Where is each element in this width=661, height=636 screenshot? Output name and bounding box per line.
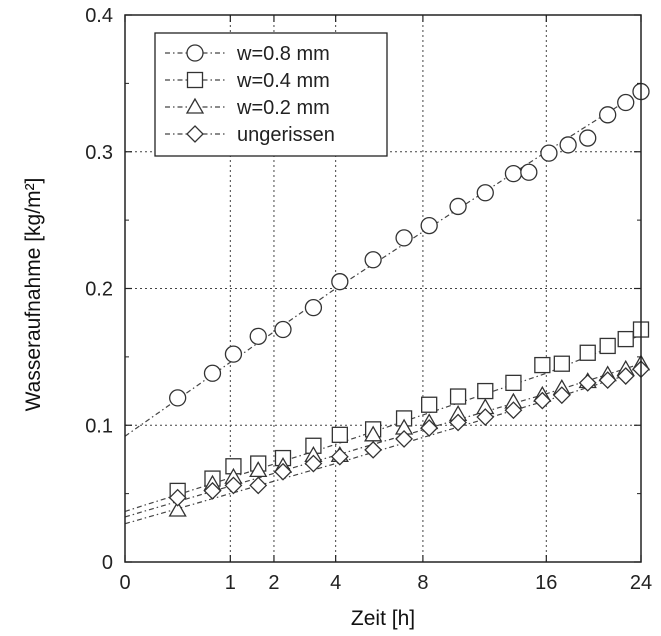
data-point-diamond [598,371,617,390]
data-point-square [331,426,348,443]
data-point-square [617,330,634,348]
data-point-circle [249,327,267,346]
data-point-circle [274,320,292,339]
y-tick-label: 0 [102,552,113,574]
data-point-diamond [476,408,495,426]
y-axis-title: Wasseraufnahme [kg/m²] [22,178,45,412]
data-point-diamond [504,401,523,420]
data-point-diamond [274,462,292,481]
data-point-circle [520,163,538,181]
data-point-diamond [395,430,413,448]
data-point-circle [504,164,523,183]
data-point-square [579,344,596,361]
data-point-circle [331,273,349,291]
data-point-circle [599,106,617,124]
data-point-diamond [364,440,383,459]
x-axis-title: Zeit [h] [351,607,415,630]
data-point-diamond [330,447,349,466]
data-point-circle [559,136,577,154]
data-point-triangle [249,461,268,478]
data-point-circle [617,93,635,112]
data-point-circle [420,216,438,235]
data-point-circle [449,197,467,216]
data-point-diamond [578,373,597,392]
legend-label: ungerissen [237,124,335,146]
data-point-circle [395,229,413,247]
data-point-diamond [224,476,243,495]
data-point-square [477,382,494,400]
data-point-diamond [203,481,222,500]
x-tick-label: 0 [119,572,130,594]
fit-line [124,91,642,437]
data-point-circle [540,144,558,162]
legend-marker-triangle [185,97,205,114]
x-tick-label: 2 [268,572,279,594]
legend-label: w=0.4 mm [236,70,330,92]
data-point-triangle [364,425,383,442]
y-tick-label: 0.1 [85,415,113,437]
data-point-triangle [168,500,187,517]
x-tick-label: 8 [417,572,428,594]
y-tick-label: 0.3 [85,142,113,164]
data-point-square [553,355,570,372]
x-tick-label: 16 [535,572,557,594]
data-point-square [534,356,551,374]
data-point-circle [203,364,222,382]
legend-marker-diamond [186,125,204,143]
legend-marker-circle [186,44,204,62]
fit-line [124,369,642,525]
legend: w=0.8 mm w=0.4 mm w=0.2 mm ungerissen [154,32,388,157]
legend-marker-square [186,71,204,89]
data-point-circle [304,298,323,317]
data-point-circle [476,184,494,202]
data-point-circle [169,389,187,407]
data-point-square [421,396,438,413]
y-tick-label: 0.4 [85,5,113,27]
data-point-circle [579,129,597,147]
data-markers [168,82,651,517]
data-point-diamond [616,367,635,385]
x-tick-label: 4 [330,572,341,594]
legend-label: w=0.8 mm [236,43,330,65]
data-point-square [599,337,616,355]
x-tick-label: 1 [225,572,236,594]
data-point-diamond [533,391,552,410]
data-point-diamond [304,454,323,473]
data-point-diamond [249,476,268,495]
data-point-square [505,374,522,392]
data-point-diamond [552,386,571,405]
data-point-diamond [449,413,467,432]
data-point-square [449,388,467,405]
data-point-diamond [420,419,439,437]
data-point-circle [224,345,243,363]
y-tick-label: 0.2 [85,279,113,301]
legend-label: w=0.2 mm [236,97,330,119]
data-point-circle [364,251,382,269]
x-tick-label: 24 [630,572,652,594]
data-point-diamond [168,488,187,507]
